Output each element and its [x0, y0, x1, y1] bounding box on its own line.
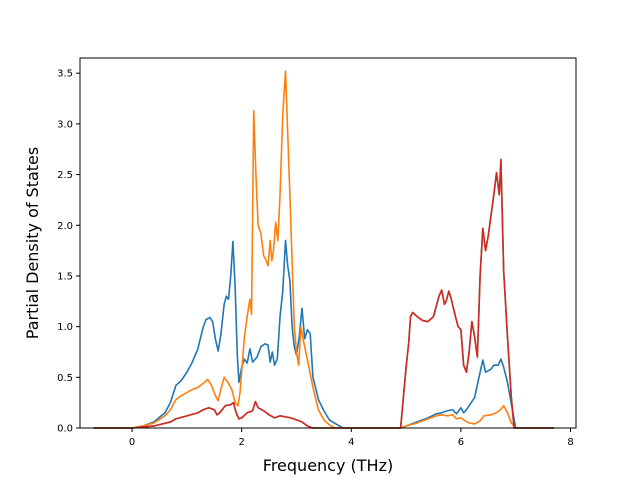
- y-axis-label: Partial Density of States: [23, 147, 42, 339]
- y-tick-label: 2.5: [57, 170, 73, 181]
- x-tick-label: 2: [238, 437, 244, 448]
- y-tick-label: 1.5: [57, 271, 73, 282]
- axes-frame: [79, 57, 577, 429]
- x-tick-label: 8: [567, 437, 573, 448]
- y-tick-label: 3.5: [57, 69, 73, 80]
- series-line-1: [93, 239, 555, 429]
- y-tick-label: 3.0: [57, 119, 73, 130]
- x-tick-label: 4: [348, 437, 354, 448]
- x-tick-label: 0: [129, 437, 135, 448]
- x-axis-label: Frequency (THz): [263, 456, 393, 475]
- y-tick-label: 0.5: [57, 373, 73, 384]
- y-tick-label: 0.0: [57, 424, 73, 435]
- series-line-2: [93, 70, 555, 429]
- series-line-4: [93, 158, 555, 429]
- y-tick-label: 2.0: [57, 221, 73, 232]
- x-tick-label: 6: [458, 437, 464, 448]
- ticks-layer: 0 2 4 6 8 0.0 0.5 1.0 1.5 2.0 2.5 3.0 3.5: [57, 69, 574, 448]
- series-layer: [93, 70, 555, 429]
- plot-area: 0 2 4 6 8 0.0 0.5 1.0 1.5 2.0 2.5 3.0 3.5: [57, 57, 577, 448]
- y-tick-label: 1.0: [57, 322, 73, 333]
